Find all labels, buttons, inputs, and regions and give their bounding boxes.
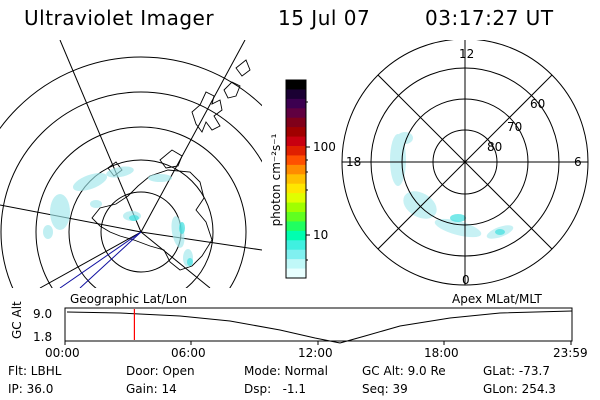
colorbar-swatch	[286, 259, 306, 270]
date-label: 15 Jul 07	[278, 6, 371, 30]
timeline-ymax-label: 9.0	[33, 307, 53, 321]
mlat-label-60: 60	[530, 97, 546, 111]
mlat-label-70: 70	[507, 120, 523, 134]
colorbar-tick-label: 100	[313, 140, 336, 154]
gc-alt-info: GC Alt: 9.0 Re	[362, 364, 446, 378]
timeline-tick-label: 18:00	[424, 346, 459, 360]
colorbar-swatch	[286, 212, 306, 223]
satellite-ground-track	[59, 231, 142, 288]
colorbar-swatch	[286, 240, 306, 251]
longitude-line	[140, 40, 246, 233]
colorbar-swatch	[286, 268, 306, 279]
mlat-label-80: 80	[487, 140, 503, 154]
colorbar-swatch	[286, 202, 306, 213]
latitude-circle	[0, 56, 262, 130]
longitude-line	[140, 231, 262, 251]
timeline-ymin-label: 1.8	[33, 330, 53, 344]
mlat-mlt-polar-plot	[341, 40, 589, 286]
colorbar-swatch	[286, 249, 306, 260]
longitude-line	[0, 204, 142, 233]
longitude-line	[59, 40, 142, 233]
latitude-circle	[35, 126, 247, 288]
mlt-label-6: 6	[574, 155, 582, 169]
colorbar-swatch	[286, 117, 306, 128]
mlt-line	[377, 74, 553, 250]
latitude-circle	[68, 159, 214, 288]
aurora-emission	[43, 166, 193, 267]
colorbar-swatch	[286, 108, 306, 119]
colorbar-unit-label: photon cm⁻²s⁻¹	[269, 133, 283, 227]
time-label: 03:17:27 UT	[425, 6, 554, 30]
colorbar-swatch	[286, 230, 306, 241]
timeline-tick-label: 06:00	[171, 346, 206, 360]
dsp-info: Dsp: -1.1	[244, 382, 307, 396]
colorbar-swatch	[286, 89, 306, 100]
colorbar-swatch	[286, 136, 306, 147]
geographic-panel-label: Geographic Lat/Lon	[70, 292, 188, 306]
timeline-tick-label: 23:59	[553, 346, 588, 360]
seq-info: Seq: 39	[362, 382, 408, 396]
colorbar-swatch	[286, 221, 306, 232]
longitude-line	[140, 231, 211, 288]
apex-panel-label: Apex MLat/MLT	[452, 292, 542, 306]
ip-info: IP: 36.0	[8, 382, 54, 396]
colorbar-swatch	[286, 164, 306, 175]
glon-info: GLon: 254.3	[483, 382, 556, 396]
timeline-tick-label: 00:00	[45, 346, 80, 360]
color-bar	[285, 79, 310, 279]
colorbar-swatch	[286, 127, 306, 138]
gain-info: Gain: 14	[126, 382, 177, 396]
colorbar-swatch	[286, 155, 306, 166]
mlt-label-18: 18	[346, 155, 362, 169]
satellite-ground-track	[79, 231, 142, 288]
mode-info: Mode: Normal	[244, 364, 328, 378]
colorbar-swatch	[286, 146, 306, 157]
geographic-map	[0, 40, 262, 288]
instrument-title: Ultraviolet Imager	[24, 6, 215, 30]
latitude-circle	[0, 91, 262, 288]
colorbar-swatch	[286, 80, 306, 91]
mlt-label-12: 12	[459, 47, 475, 61]
timeline-axis-label: GC Alt	[10, 301, 24, 339]
colorbar-swatch	[286, 174, 306, 185]
glat-info: GLat: -73.7	[483, 364, 550, 378]
longitude-line	[39, 231, 142, 288]
colorbar-swatch	[286, 98, 306, 109]
filter-info: Flt: LBHL	[8, 364, 62, 378]
colorbar-swatch	[286, 193, 306, 204]
door-info: Door: Open	[126, 364, 195, 378]
altitude-timeline	[64, 307, 573, 345]
colorbar-tick-label: 10	[313, 228, 329, 242]
timeline-tick-label: 12:00	[298, 346, 333, 360]
mlt-label-0: 0	[462, 273, 470, 287]
colorbar-swatch	[286, 183, 306, 194]
